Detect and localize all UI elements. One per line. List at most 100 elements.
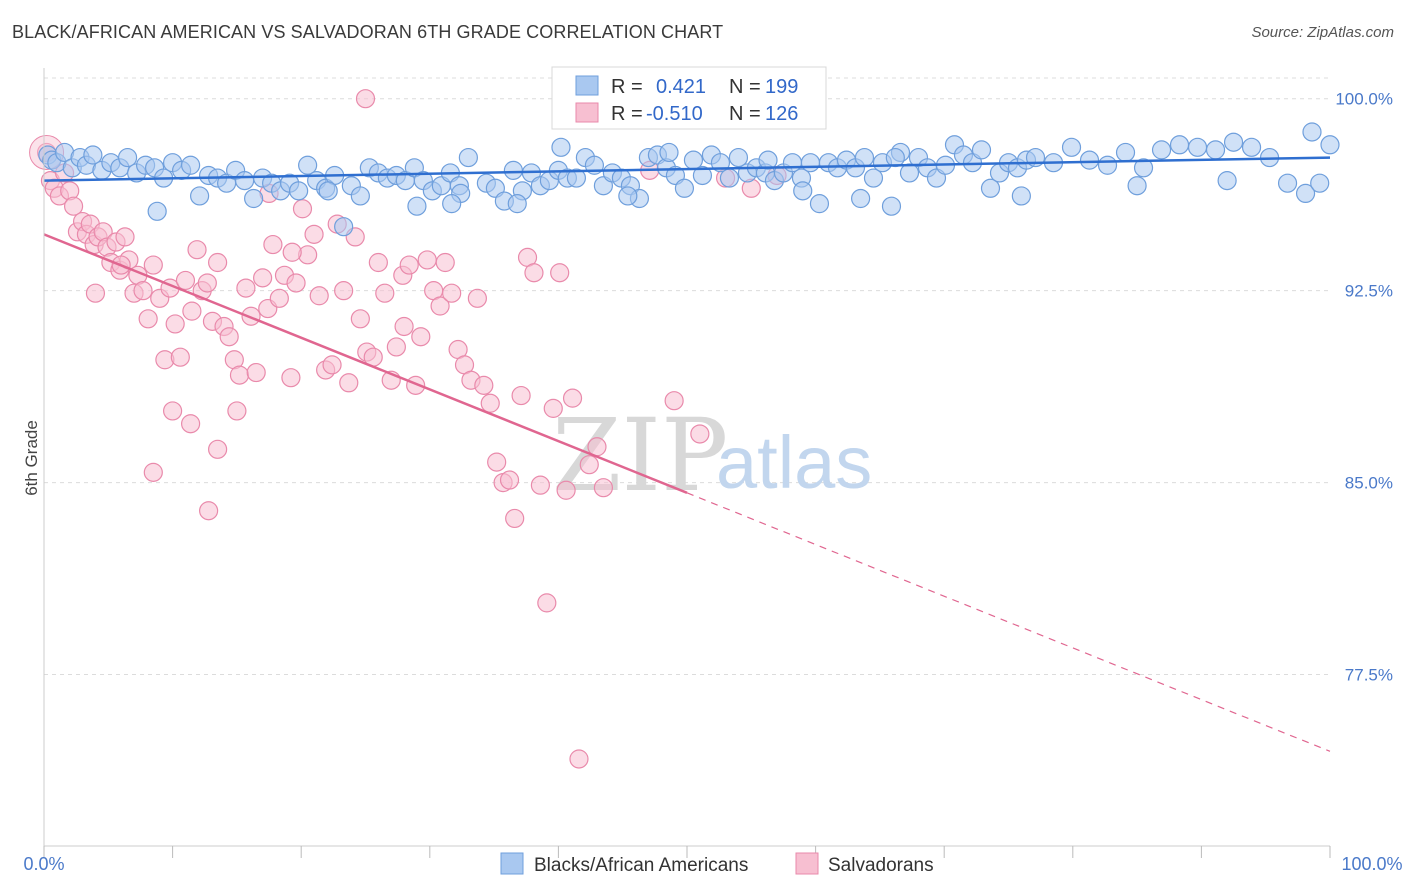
chart-title: BLACK/AFRICAN AMERICAN VS SALVADORAN 6TH… bbox=[12, 22, 724, 42]
salvadoran-point-94 bbox=[556, 480, 576, 500]
trend-line-blacks bbox=[43, 156, 1331, 182]
salvadoran-point-28 bbox=[165, 314, 185, 334]
blacks-points bbox=[38, 122, 1340, 237]
salvadoran-point-111 bbox=[199, 501, 219, 521]
salvadoran-point-97 bbox=[579, 455, 599, 475]
salvadoran-point-6 bbox=[63, 196, 84, 216]
black-point-129 bbox=[1310, 173, 1330, 193]
black-point-115 bbox=[1061, 137, 1082, 157]
salvadoran-point-83 bbox=[487, 452, 507, 472]
salvadoran-point-69 bbox=[399, 255, 419, 275]
salvadoran-point-109 bbox=[208, 439, 228, 459]
black-point-89 bbox=[809, 194, 830, 214]
black-point-94 bbox=[854, 147, 875, 168]
salvadoran-point-61 bbox=[350, 309, 370, 329]
salvadoran-point-51 bbox=[292, 199, 313, 219]
black-point-134 bbox=[407, 196, 427, 216]
black-point-74 bbox=[674, 178, 695, 198]
black-point-31 bbox=[298, 155, 318, 175]
salvadoran-point-89 bbox=[524, 263, 544, 283]
black-point-131 bbox=[1320, 135, 1340, 155]
black-point-130 bbox=[1302, 122, 1322, 142]
y-tick-labels: 100.0% 92.5% 85.0% 77.5% bbox=[1335, 90, 1393, 685]
black-point-125 bbox=[1241, 137, 1262, 157]
black-point-24 bbox=[235, 171, 255, 191]
salvadoran-point-75 bbox=[435, 252, 455, 273]
salvadoran-point-43 bbox=[246, 362, 266, 383]
salvadoran-point-99 bbox=[593, 478, 614, 498]
salvadorans-points bbox=[29, 89, 787, 769]
black-point-30 bbox=[289, 181, 309, 201]
salvadoran-point-30 bbox=[175, 270, 196, 291]
legend-n-value-1: 199 bbox=[765, 76, 798, 98]
salvadoran-point-110 bbox=[181, 414, 201, 434]
y-tick-label-1: 92.5% bbox=[1345, 282, 1393, 301]
trend-lines bbox=[43, 156, 1331, 752]
black-point-19 bbox=[190, 186, 210, 206]
legend-r-value-2: -0.510 bbox=[646, 103, 703, 125]
salvadoran-point-36 bbox=[208, 252, 228, 273]
black-point-116 bbox=[1079, 150, 1100, 170]
y-axis-label: 6th Grade bbox=[22, 420, 41, 496]
legend-n-label-2: N = bbox=[729, 103, 761, 125]
black-point-118 bbox=[1115, 142, 1136, 163]
salvadoran-point-46 bbox=[263, 234, 283, 255]
salvadoran-point-49 bbox=[281, 368, 301, 388]
salvadoran-point-34 bbox=[197, 273, 217, 293]
salvadoran-point-93 bbox=[550, 263, 570, 283]
salvadoran-point-31 bbox=[182, 301, 202, 321]
salvadoran-point-65 bbox=[375, 283, 395, 303]
salvadoran-point-108 bbox=[227, 401, 247, 421]
salvadoran-point-87 bbox=[511, 385, 531, 406]
black-point-136 bbox=[618, 186, 638, 206]
black-point-107 bbox=[971, 140, 992, 160]
salvadoran-point-18 bbox=[115, 227, 135, 247]
salvadoran-point-59 bbox=[339, 373, 359, 393]
black-point-145 bbox=[551, 137, 571, 157]
y-tick-label-2: 85.0% bbox=[1345, 474, 1393, 493]
black-point-62 bbox=[566, 168, 587, 188]
series-legend-blacks: Blacks/African Americans bbox=[534, 855, 748, 876]
black-point-97 bbox=[881, 196, 902, 216]
salvadoran-point-24 bbox=[143, 255, 163, 275]
correlation-legend: R = 0.421 N = 199 R = -0.510 N = 126 bbox=[551, 66, 827, 130]
black-point-133 bbox=[318, 181, 338, 201]
salvadoran-point-115 bbox=[282, 242, 302, 262]
black-point-122 bbox=[1187, 137, 1208, 157]
black-point-143 bbox=[758, 150, 778, 170]
black-point-51 bbox=[442, 194, 462, 214]
salvadoran-point-82 bbox=[480, 393, 500, 413]
salvadoran-point-112 bbox=[143, 462, 163, 482]
salvadoran-point-41 bbox=[236, 278, 256, 298]
black-point-137 bbox=[793, 181, 813, 201]
x-tick-marks bbox=[43, 846, 1331, 858]
black-point-117 bbox=[1097, 155, 1118, 175]
black-point-139 bbox=[1011, 186, 1031, 206]
salvadoran-point-29 bbox=[170, 347, 190, 367]
salvadoran-point-85 bbox=[499, 470, 520, 490]
series-legend-swatch-blue bbox=[500, 852, 524, 875]
black-point-124 bbox=[1223, 132, 1244, 152]
legend-swatch-pink bbox=[575, 102, 599, 123]
salvadoran-point-58 bbox=[334, 281, 354, 301]
salvadoran-point-81 bbox=[474, 375, 494, 395]
salvadoran-point-54 bbox=[309, 286, 329, 306]
salvadoran-point-101 bbox=[664, 391, 684, 411]
black-point-49 bbox=[458, 147, 478, 168]
black-point-25 bbox=[244, 188, 264, 209]
black-point-128 bbox=[1295, 183, 1316, 204]
salvadoran-point-96 bbox=[569, 749, 589, 769]
black-point-108 bbox=[980, 178, 1001, 198]
watermark-atlas: atlas bbox=[716, 421, 872, 504]
black-point-37 bbox=[350, 186, 370, 206]
series-legend-swatch-pink bbox=[795, 852, 819, 875]
salvadoran-point-64 bbox=[368, 252, 388, 273]
salvadoran-point-90 bbox=[530, 475, 550, 495]
salvadoran-point-74 bbox=[430, 296, 450, 316]
black-point-144 bbox=[659, 142, 679, 163]
salvadoran-point-92 bbox=[543, 398, 563, 418]
black-point-127 bbox=[1277, 173, 1298, 193]
trend-line-salvadorans-dashed bbox=[686, 492, 1331, 752]
salvadoran-point-106 bbox=[355, 89, 376, 109]
